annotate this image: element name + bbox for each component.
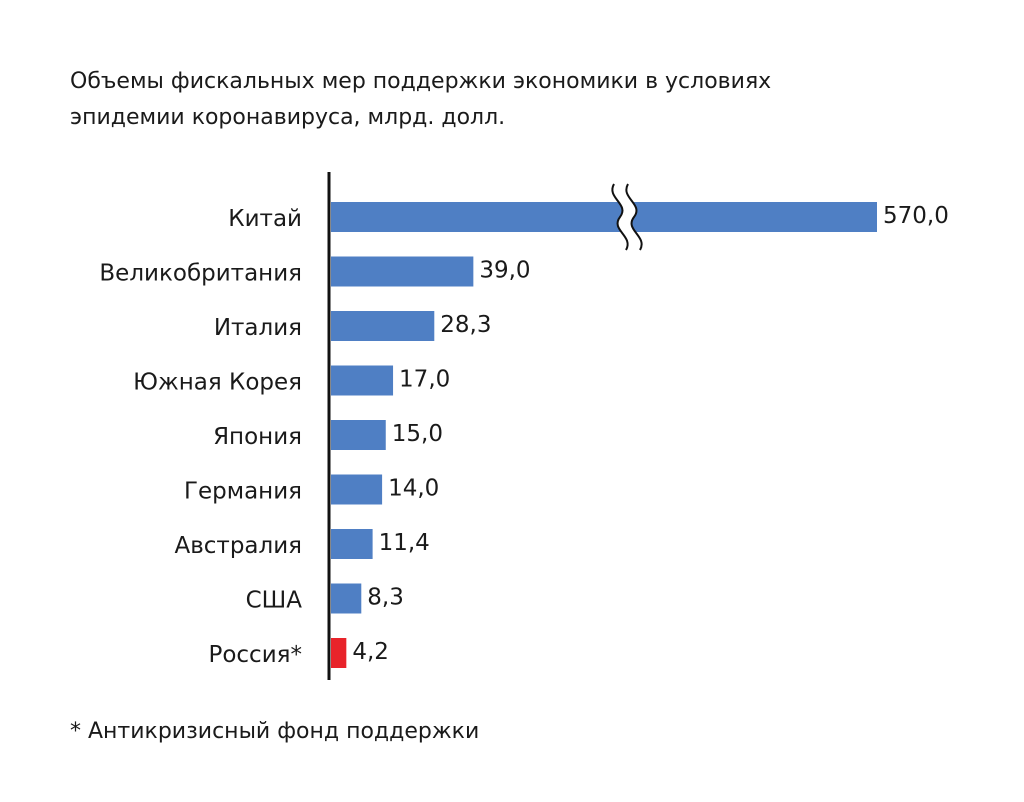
category-label-6: Германия — [184, 479, 302, 505]
category-label-7: Австралия — [174, 533, 302, 559]
value-label-8: 8,3 — [367, 585, 404, 611]
bar-7 — [331, 529, 373, 559]
value-label-4: 17,0 — [399, 367, 450, 393]
bar-9 — [331, 638, 347, 668]
category-labels: Китай Великобритания Италия Южная Корея Япон… — [99, 206, 302, 668]
axis-break-gap — [612, 184, 642, 250]
category-label-5: Япония — [213, 424, 302, 450]
category-label-2: Великобритания — [99, 261, 302, 287]
category-label-8: США — [246, 588, 303, 614]
bar-1 — [331, 202, 877, 232]
value-label-3: 28,3 — [440, 312, 491, 338]
value-label-1: 570,0 — [883, 203, 949, 229]
axis-break-line-1 — [611, 183, 629, 251]
value-label-2: 39,0 — [479, 258, 530, 284]
footnote: * Антикризисный фонд поддержки — [70, 719, 479, 744]
category-label-9: Россия* — [208, 642, 302, 668]
bar-4 — [331, 365, 394, 396]
category-label-3: Италия — [214, 315, 302, 341]
chart-title: Объемы фискальных мер поддержки экономик… — [70, 69, 771, 130]
bar-6 — [331, 474, 383, 505]
value-label-5: 15,0 — [392, 421, 443, 447]
bar-5 — [331, 420, 386, 450]
bar-2 — [331, 256, 474, 287]
value-label-7: 11,4 — [379, 530, 430, 556]
chart-title-line-1: Объемы фискальных мер поддержки экономик… — [70, 69, 771, 94]
value-label-9: 4,2 — [352, 639, 389, 665]
axis-break-line-2 — [625, 183, 643, 251]
bar-8 — [331, 583, 362, 614]
axis-break-mark — [611, 183, 643, 251]
chart-title-line-2: эпидемии коронавируса, млрд. долл. — [70, 105, 505, 130]
category-label-1: Китай — [228, 206, 302, 232]
value-label-6: 14,0 — [388, 476, 439, 502]
bar-3 — [331, 311, 435, 341]
value-labels: 570,0 39,0 28,3 17,0 15,0 14,0 11,4 8,3 4,2 — [352, 203, 949, 665]
bars — [331, 202, 877, 668]
category-label-4: Южная Корея — [133, 370, 302, 396]
